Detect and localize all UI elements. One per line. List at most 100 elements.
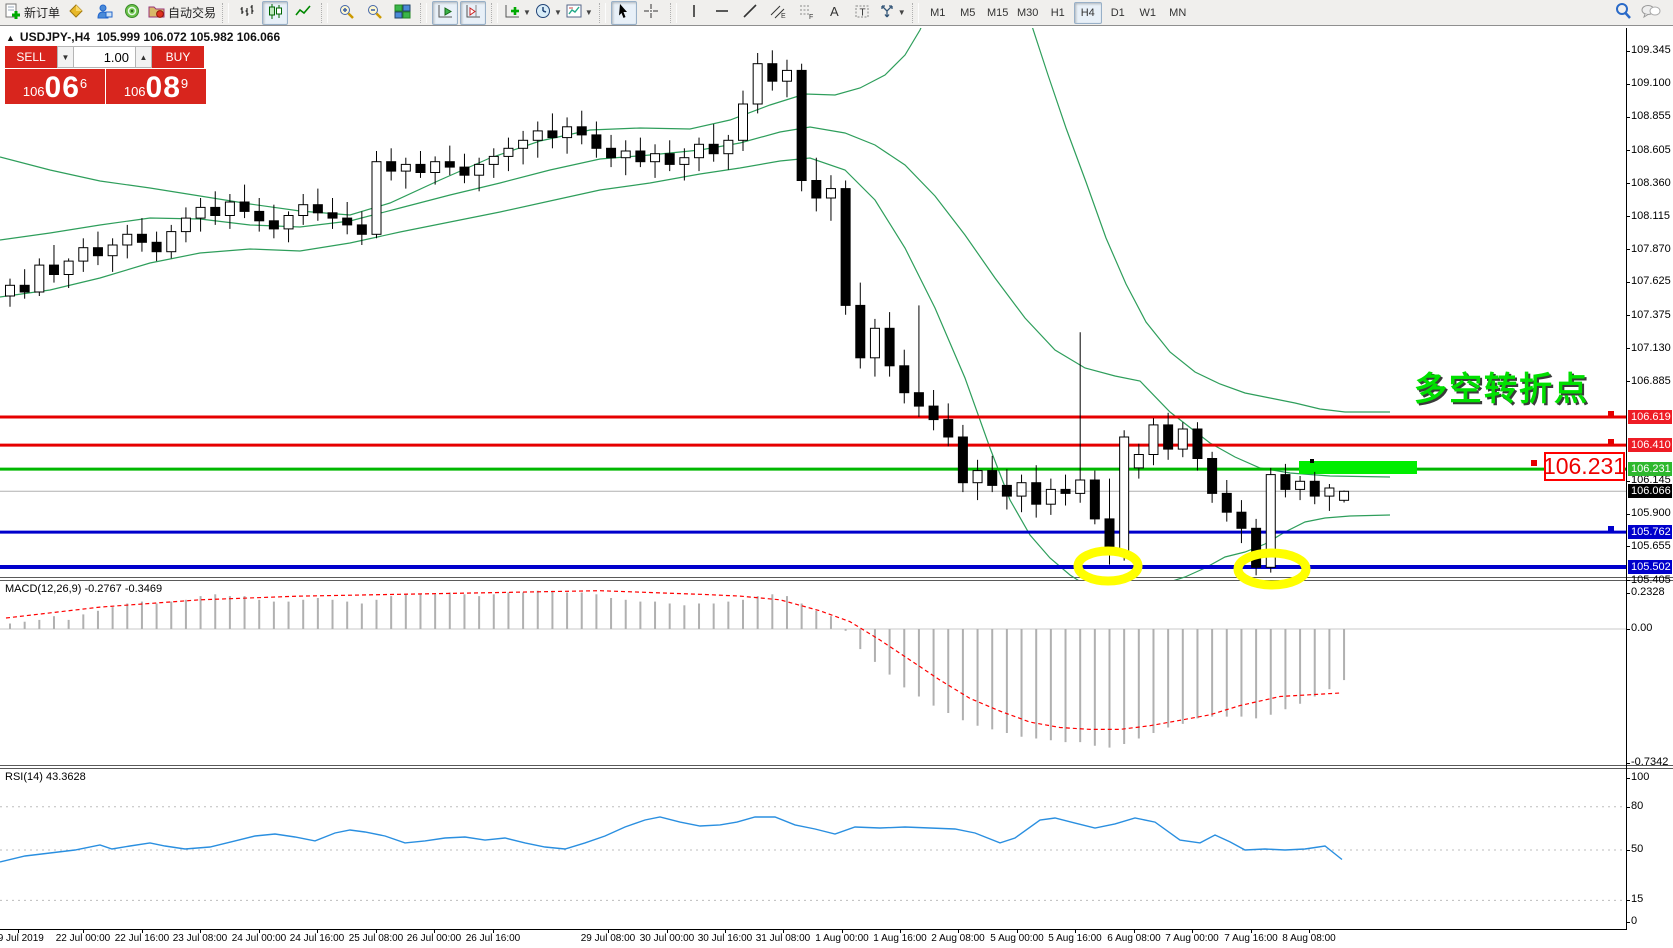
linechart-icon: [294, 3, 312, 23]
arrows-button[interactable]: ▼: [878, 1, 907, 25]
time-tick-label: 22 Jul 16:00: [114, 933, 170, 944]
templates-button[interactable]: ▼: [565, 1, 594, 25]
labelT-icon: T: [854, 3, 871, 23]
rsi-pane-divider-2[interactable]: [0, 768, 1673, 769]
chart-symbol-period: USDJPY-,H4: [19, 30, 90, 44]
text-label-button[interactable]: T: [850, 1, 876, 25]
search-icon: [1614, 2, 1632, 23]
price-tick: [1626, 513, 1630, 515]
buy-button[interactable]: BUY: [152, 46, 204, 68]
equidistant-channel-button[interactable]: E: [766, 1, 792, 25]
trendline-button[interactable]: [738, 1, 764, 25]
templates-dropdown-icon[interactable]: ▼: [584, 8, 593, 17]
price-tick-label: 105.405: [1631, 573, 1671, 586]
price-level-label: 106.231: [1628, 462, 1672, 477]
bid-price-button[interactable]: 106 06 6: [5, 69, 105, 104]
zoomout-icon: [366, 3, 383, 23]
object-handle[interactable]: [1608, 411, 1614, 417]
bar-chart-mode-button[interactable]: [234, 1, 260, 25]
timeframe-w1-button[interactable]: W1: [1139, 6, 1156, 19]
object-handle[interactable]: [1608, 526, 1614, 532]
object-handle[interactable]: [1608, 439, 1614, 445]
time-tick-label: 22 Jul 00:00: [55, 933, 111, 944]
timeframe-m1-button[interactable]: M1: [930, 6, 946, 19]
rsi-pane-divider[interactable]: [0, 765, 1673, 766]
chart-window: [0, 26, 1673, 948]
ask-prefix: 106: [123, 84, 146, 99]
vertical-line-button[interactable]: [682, 1, 708, 25]
collapse-icon[interactable]: ▲: [6, 33, 15, 43]
rsi-tick: [1626, 778, 1630, 779]
candlestick-mode-button[interactable]: [262, 0, 289, 25]
tile-windows-button[interactable]: [389, 1, 415, 25]
time-tick: [842, 929, 843, 933]
periods-list-dropdown-icon[interactable]: ▼: [553, 8, 562, 17]
zoom-in-button[interactable]: [333, 1, 359, 25]
bollinger-lower-band[interactable]: [0, 157, 1391, 594]
community-button[interactable]: [91, 1, 117, 25]
price-tick-label: 108.605: [1631, 143, 1671, 156]
object-handle[interactable]: [1531, 460, 1537, 466]
chart-shift-button[interactable]: [460, 0, 487, 25]
text-button[interactable]: A: [822, 1, 848, 25]
price-callout-box[interactable]: 106.231: [1542, 452, 1627, 481]
indicators-icon: [504, 3, 521, 23]
volume-step-down[interactable]: ▼: [57, 46, 74, 68]
price-level-label: 106.066: [1628, 484, 1672, 499]
zoom-out-button[interactable]: [361, 1, 387, 25]
search-button[interactable]: [1610, 1, 1636, 25]
price-tick-label: 109.100: [1631, 77, 1671, 90]
sell-button[interactable]: SELL: [5, 46, 57, 68]
main-toolbar: 新订单 自动交易 ▼ ▼ ▼ E F A T ▼ M1 M5 M15 M30 H1 H4 D1 W1 MN: [0, 0, 1673, 26]
highlight-bar-drawing[interactable]: [1299, 461, 1417, 474]
ellipse-drawing[interactable]: [1233, 548, 1311, 590]
price-tick: [1626, 150, 1630, 152]
cursor-button[interactable]: [610, 0, 637, 25]
macd-pane-divider[interactable]: [0, 577, 1673, 578]
fibonacci-button[interactable]: F: [794, 1, 820, 25]
crosshair-button[interactable]: [639, 1, 665, 25]
timeframe-m30-button[interactable]: M30: [1017, 6, 1039, 19]
time-tick-label: 30 Jul 16:00: [697, 933, 753, 944]
timeframe-mn-button[interactable]: MN: [1169, 6, 1187, 19]
macd-pane-divider-2[interactable]: [0, 580, 1673, 581]
price-tick: [1626, 315, 1630, 317]
price-tick: [1626, 216, 1630, 218]
timeframe-h4-button[interactable]: H4: [1073, 1, 1102, 24]
timeframe-d1-button[interactable]: D1: [1110, 6, 1125, 19]
bid-big: 06: [44, 71, 80, 104]
periods-list-button[interactable]: ▼: [534, 1, 563, 25]
ask-sup: 9: [180, 76, 189, 91]
pivot-annotation-text[interactable]: 多空转折点: [1414, 370, 1589, 407]
timeframe-h1-button[interactable]: H1: [1050, 6, 1065, 19]
timeframe-m15-button[interactable]: M15: [987, 6, 1009, 19]
auto-scroll-button[interactable]: [432, 0, 459, 25]
indicators-list-button[interactable]: ▼: [503, 1, 532, 25]
autotrading-button[interactable]: 自动交易: [147, 1, 217, 25]
time-tick-label: 26 Jul 16:00: [465, 933, 521, 944]
one-click-trading-panel: SELL ▼ ▲ BUY 106 06 6 106 08 9: [5, 46, 206, 104]
bollinger-upper-band[interactable]: [1030, 20, 1390, 413]
time-tick-label: 23 Jul 08:00: [172, 933, 228, 944]
ellipse-drawing[interactable]: [1073, 546, 1143, 586]
horizontal-line-button[interactable]: [710, 1, 736, 25]
indicators-list-dropdown-icon[interactable]: ▼: [523, 8, 531, 17]
ask-price-button[interactable]: 106 08 9: [106, 69, 206, 104]
news-button[interactable]: [119, 1, 145, 25]
new-order-button[interactable]: 新订单: [3, 1, 61, 25]
time-tick-label: 8 Aug 08:00: [1282, 933, 1336, 944]
deposit-button[interactable]: [63, 1, 89, 25]
chart-header: ▲ USDJPY-,H4 105.999 106.072 105.982 106.…: [6, 30, 280, 44]
timeframe-m5-button[interactable]: M5: [960, 6, 976, 19]
bollinger-middle-band[interactable]: [0, 126, 1391, 478]
time-tick: [1192, 929, 1193, 933]
volume-step-up[interactable]: ▲: [135, 46, 152, 68]
line-chart-mode-button[interactable]: [290, 1, 316, 25]
time-tick-label: 29 Jul 08:00: [580, 933, 636, 944]
arrows-dropdown-icon[interactable]: ▼: [897, 8, 906, 17]
tline-icon: [742, 3, 759, 23]
volume-input[interactable]: [74, 46, 135, 68]
chat-button[interactable]: [1638, 1, 1664, 25]
bid-sup: 6: [79, 76, 88, 91]
